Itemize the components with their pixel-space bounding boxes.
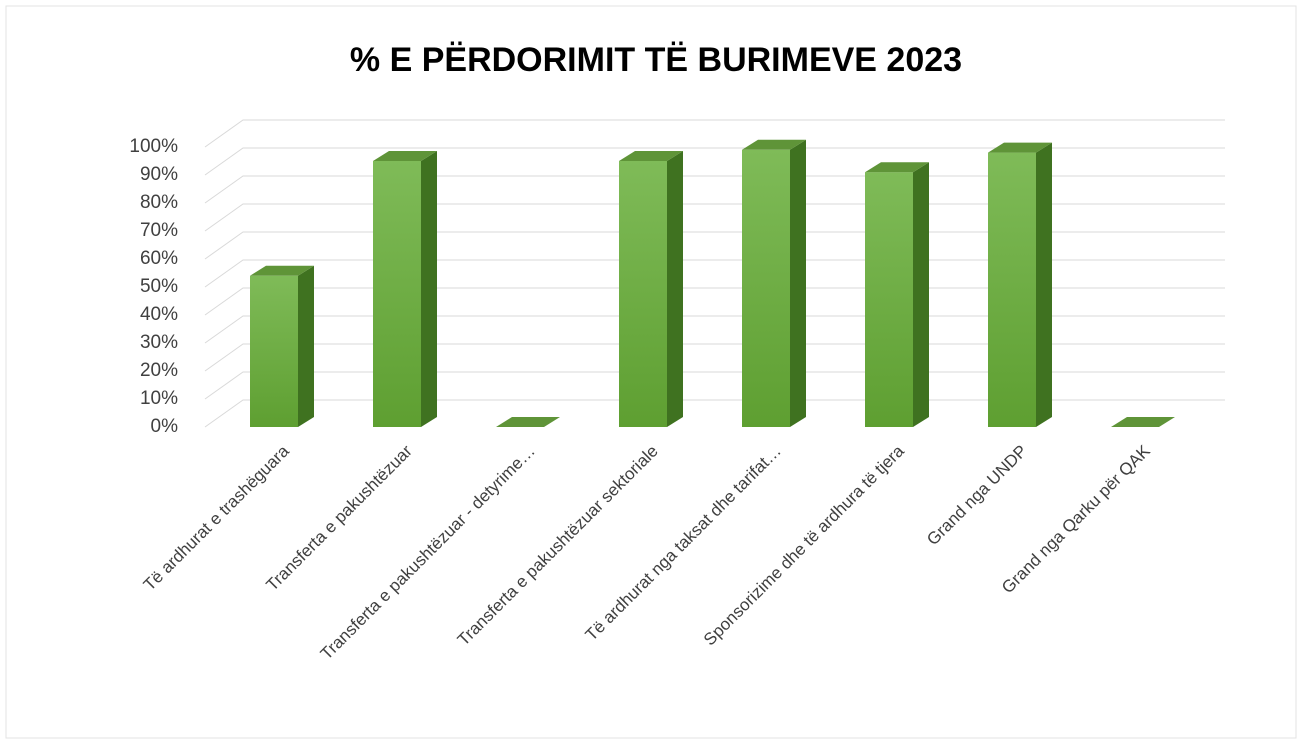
- bar-top: [988, 142, 1052, 153]
- chart-title: % E PËRDORIMIT TË BURIMEVE 2023: [350, 41, 962, 79]
- y-tick-label: 40%: [140, 304, 178, 325]
- bar: [619, 151, 683, 427]
- bar-top: [496, 417, 560, 427]
- bar-front: [742, 149, 790, 428]
- y-tick-label: 20%: [140, 360, 178, 381]
- bar: [865, 162, 929, 427]
- bar-side: [667, 151, 683, 427]
- bar-front: [250, 275, 298, 427]
- grid-line: [204, 147, 1225, 176]
- y-tick-label: 80%: [140, 192, 178, 213]
- y-tick-label: 50%: [140, 276, 178, 297]
- bar-top: [250, 265, 314, 276]
- grid-line: [204, 119, 1225, 148]
- y-tick-label: 70%: [140, 220, 178, 241]
- bar-top: [373, 151, 437, 161]
- bar: [742, 139, 806, 428]
- bar-front: [988, 152, 1036, 427]
- bar-front: [373, 161, 421, 427]
- y-tick-label: 60%: [140, 248, 178, 269]
- bar-top: [1111, 417, 1175, 427]
- bar-side: [913, 162, 929, 427]
- bar-side: [421, 151, 437, 427]
- y-tick-label: 10%: [140, 388, 178, 409]
- bar: [250, 265, 314, 427]
- y-tick-label: 100%: [129, 136, 178, 157]
- bar-side: [298, 265, 314, 427]
- bar-top: [865, 162, 929, 173]
- y-tick-label: 0%: [151, 416, 179, 437]
- bar: [988, 142, 1052, 427]
- bar-top: [619, 151, 683, 161]
- bar-front: [619, 161, 667, 427]
- bar: [1111, 417, 1175, 427]
- y-tick-label: 90%: [140, 164, 178, 185]
- bar: [496, 417, 560, 427]
- bar-side: [1036, 142, 1052, 427]
- y-tick-label: 30%: [140, 332, 178, 353]
- bar-front: [865, 172, 913, 427]
- bar: [373, 151, 437, 427]
- bar-top: [742, 139, 806, 150]
- bars: [250, 139, 1175, 428]
- bar-side: [790, 139, 806, 428]
